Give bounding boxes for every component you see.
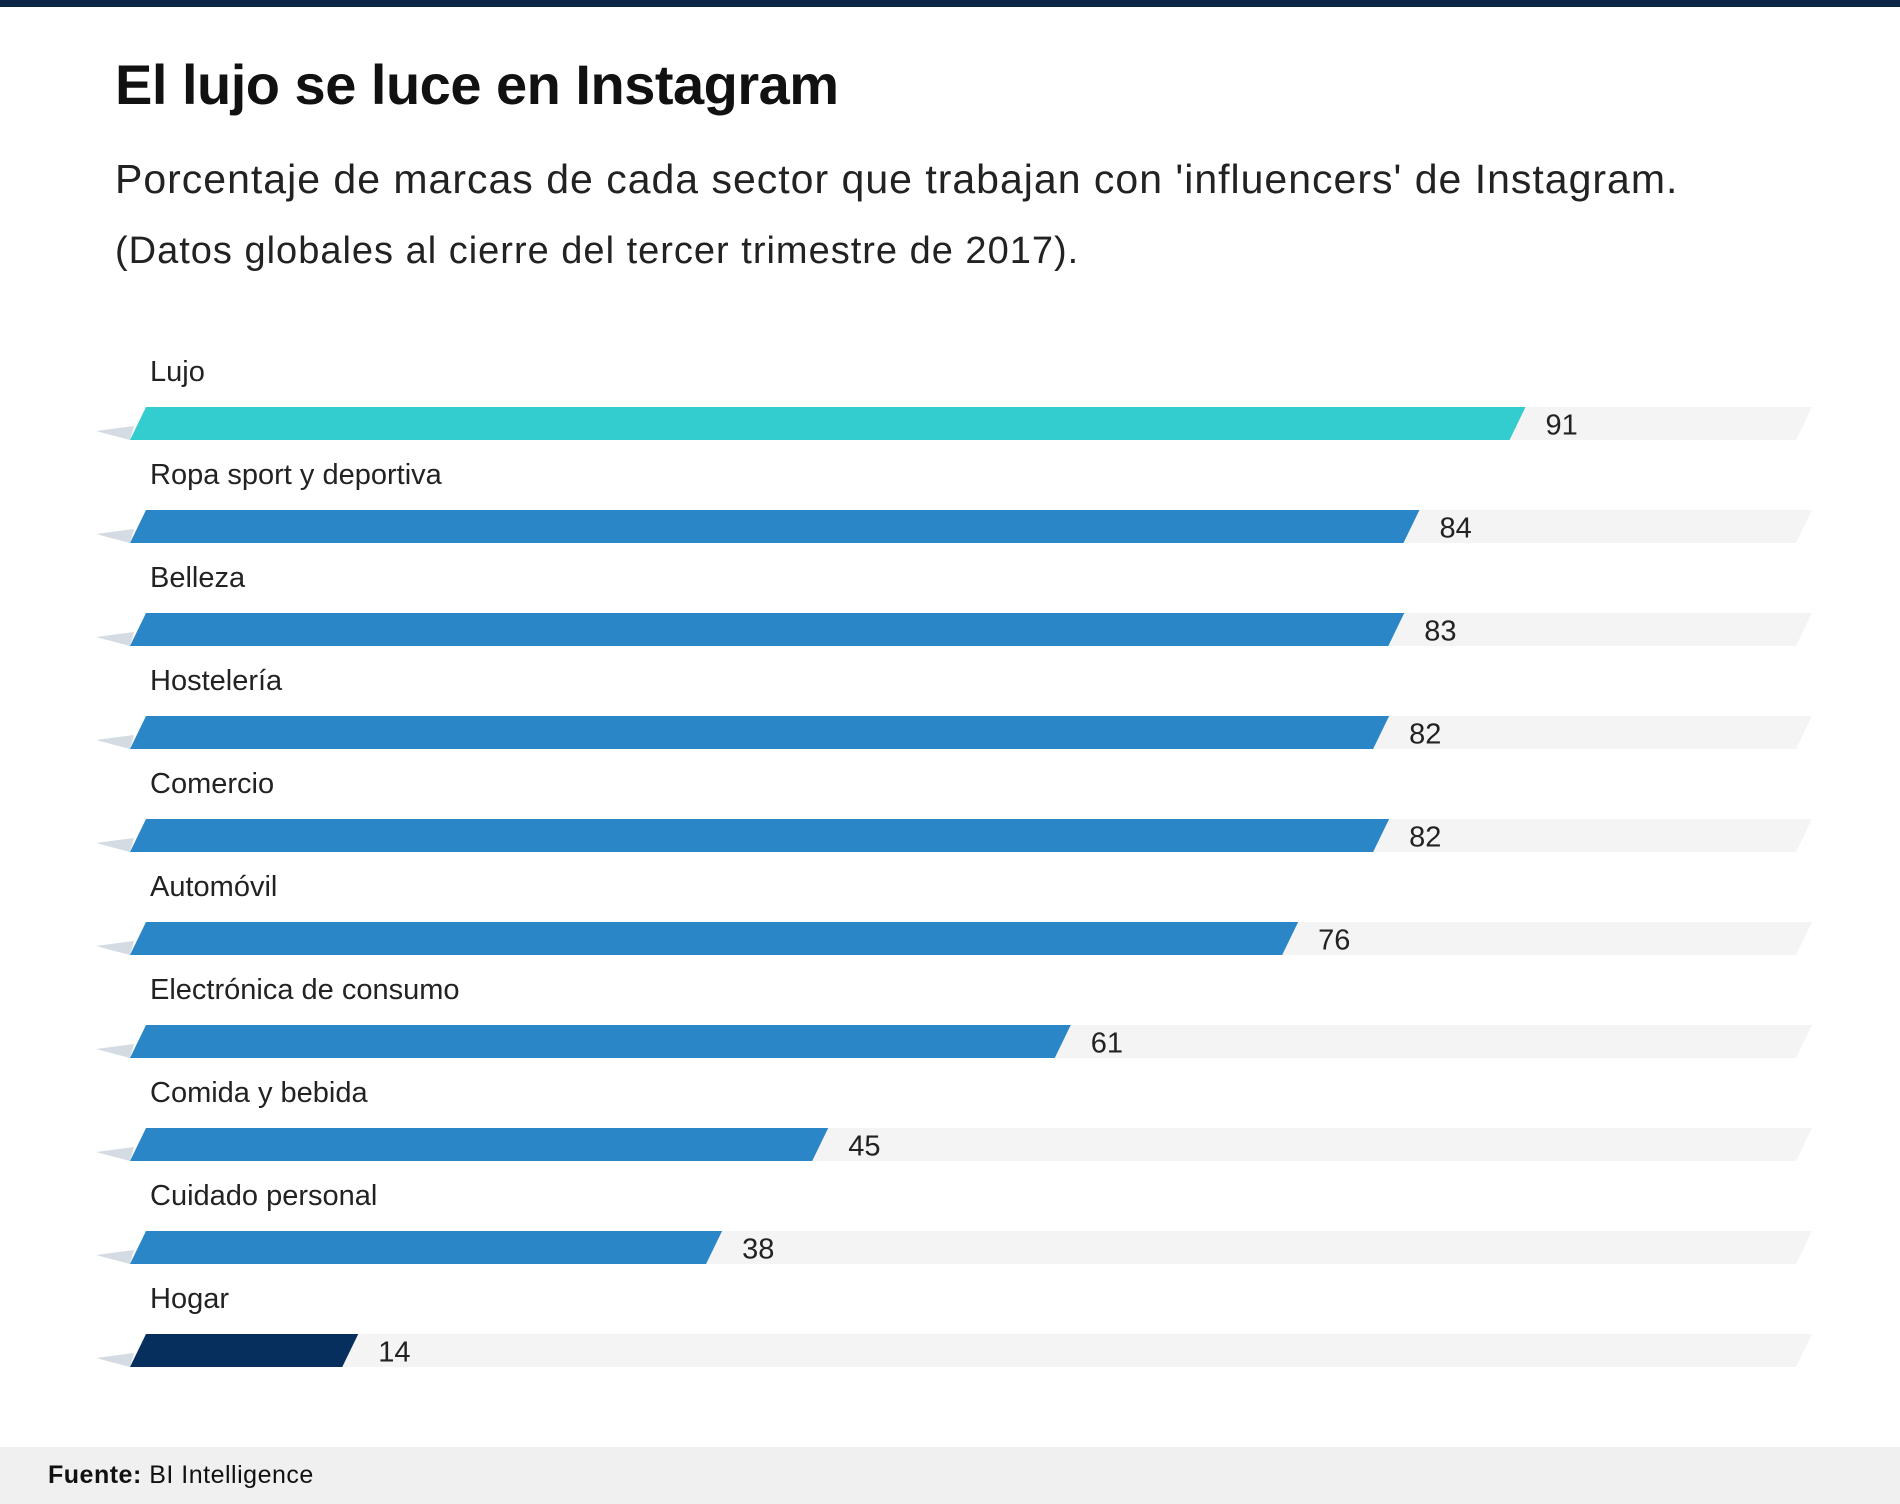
category-label: Hogar xyxy=(150,1283,229,1315)
bar xyxy=(130,1128,829,1161)
category-label: Comercio xyxy=(150,768,274,800)
data-label: 38 xyxy=(742,1234,774,1266)
category-label: Lujo xyxy=(150,356,205,388)
bar-shadow xyxy=(96,941,134,955)
bar-shadow xyxy=(96,426,134,440)
bar-shadow xyxy=(96,1044,134,1058)
bar xyxy=(130,510,1420,543)
chart-title: El lujo se luce en Instagram xyxy=(115,53,839,116)
bar-shadow xyxy=(96,529,134,543)
bar-shadow xyxy=(96,1250,134,1264)
footer: Fuente: BI Intelligence xyxy=(0,1447,1900,1504)
category-label: Comida y bebida xyxy=(150,1077,368,1109)
bar-shadow xyxy=(96,1353,134,1367)
bar-chart: Lujo 91 Ropa sport y deportiva 84 Belleza 83 H… xyxy=(96,356,1812,1369)
category-label: Cuidado personal xyxy=(150,1180,377,1212)
category-label: Electrónica de consumo xyxy=(150,974,460,1006)
source-note: Fuente: BI Intelligence xyxy=(48,1461,314,1490)
data-label: 14 xyxy=(378,1337,410,1369)
source-value: BI Intelligence xyxy=(149,1461,314,1489)
data-label: 82 xyxy=(1409,822,1441,854)
chart-subtitle: Porcentaje de marcas de cada sector que … xyxy=(115,156,1679,202)
bar-shadow xyxy=(96,632,134,646)
bar xyxy=(130,1025,1071,1058)
bar xyxy=(130,716,1390,749)
bar xyxy=(130,407,1526,440)
data-label: 82 xyxy=(1409,719,1441,751)
category-label: Belleza xyxy=(150,562,246,594)
bar xyxy=(130,922,1299,955)
category-label: Automóvil xyxy=(150,871,277,903)
bar-shadow xyxy=(96,735,134,749)
chart-subtitle-date: (Datos globales al cierre del tercer tri… xyxy=(115,230,1080,272)
data-label: 45 xyxy=(848,1131,880,1163)
bar xyxy=(130,1231,723,1264)
category-label: Ropa sport y deportiva xyxy=(150,459,443,491)
data-label: 83 xyxy=(1424,616,1456,648)
top-rule xyxy=(0,0,1900,7)
bar xyxy=(130,819,1390,852)
data-label: 84 xyxy=(1439,513,1471,545)
data-label: 91 xyxy=(1546,410,1578,442)
bar-track xyxy=(130,1334,1812,1367)
source-label: Fuente: xyxy=(48,1461,142,1489)
data-label: 61 xyxy=(1091,1028,1123,1060)
bar-shadow xyxy=(96,1147,134,1161)
bar xyxy=(130,613,1405,646)
category-label: Hostelería xyxy=(150,665,283,697)
data-label: 76 xyxy=(1318,925,1350,957)
bar-shadow xyxy=(96,838,134,852)
bar xyxy=(130,1334,359,1367)
